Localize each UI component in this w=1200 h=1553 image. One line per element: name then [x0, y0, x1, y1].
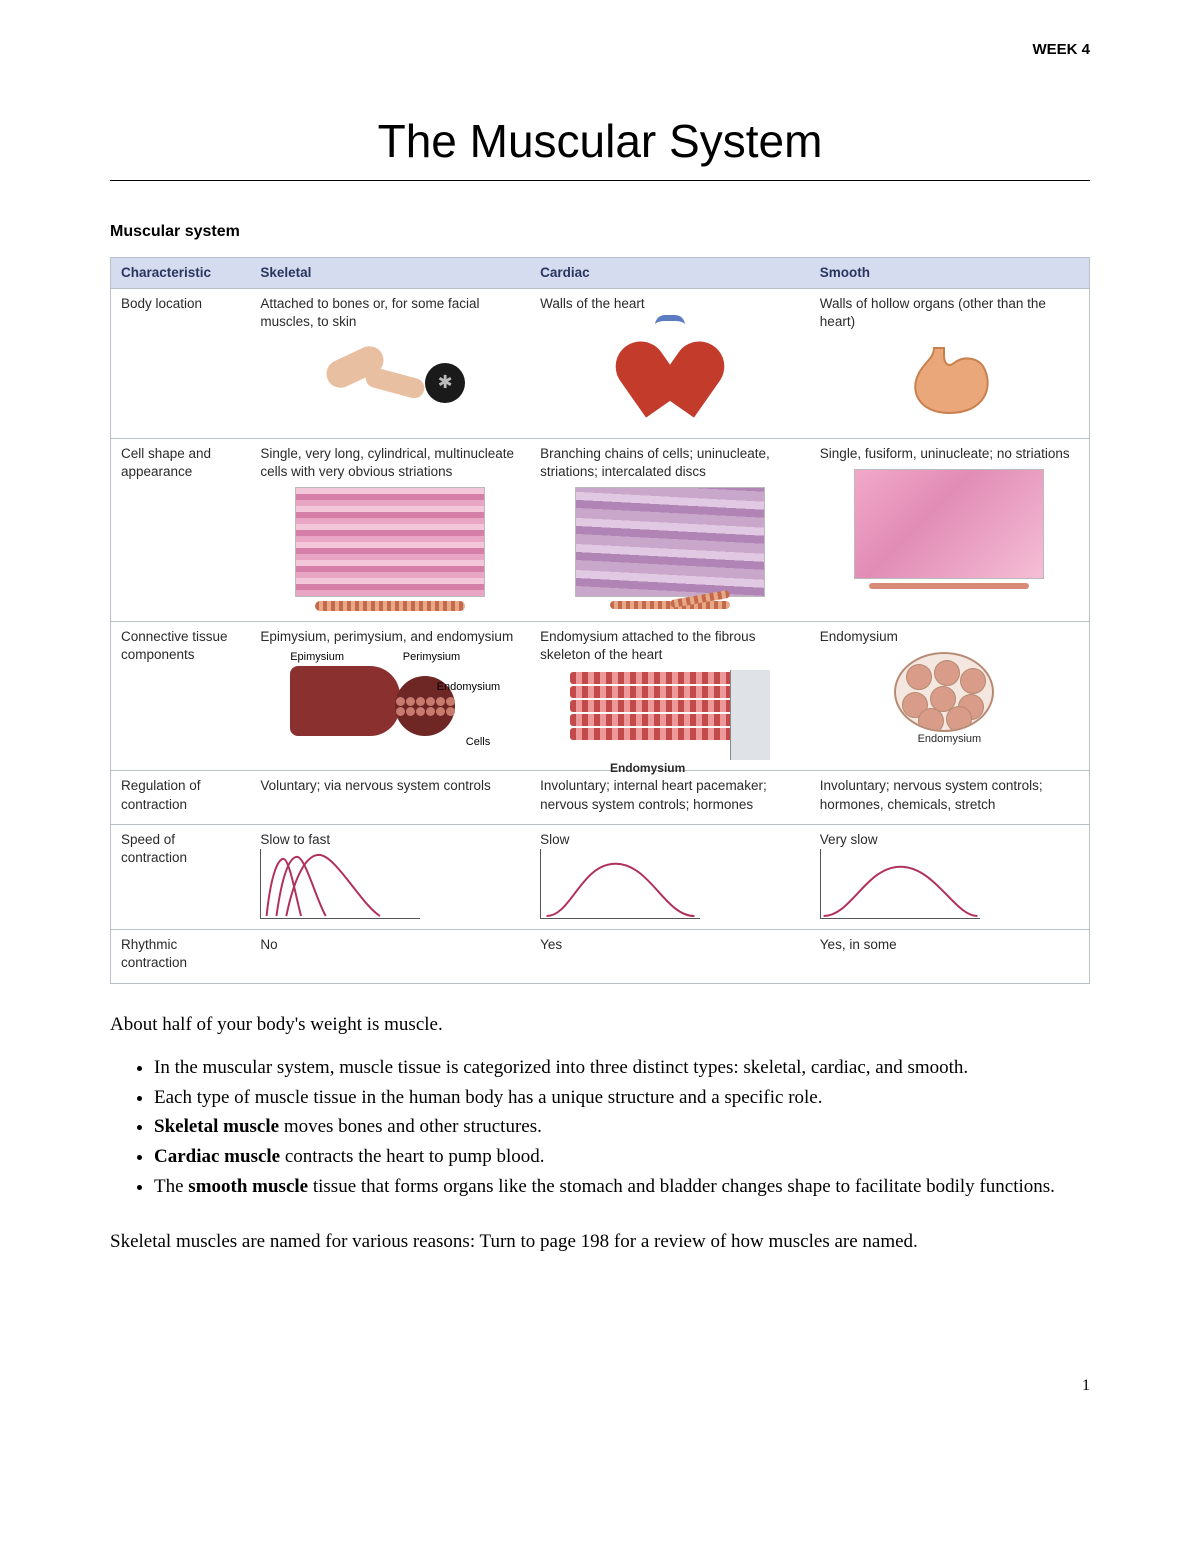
- smooth-speed-curve: [820, 849, 980, 919]
- muscle-comparison-table: Characteristic Skeletal Cardiac Smooth B…: [110, 257, 1090, 984]
- label-perimysium: Perimysium: [403, 650, 460, 665]
- list-item: In the muscular system, muscle tissue is…: [154, 1055, 1090, 1081]
- row-connective: Connective tissue components Epimysium, …: [111, 622, 1090, 771]
- cell-smooth-connective: Endomysium Endomysium: [810, 622, 1090, 771]
- col-characteristic: Characteristic: [111, 257, 251, 288]
- label-endomysium-sk: Endomysium: [437, 680, 501, 695]
- text-cardiac-speed: Slow: [540, 831, 800, 849]
- bullet-pre: The: [154, 1176, 188, 1197]
- bullet-post: tissue that forms organs like the stomac…: [308, 1176, 1055, 1197]
- text-skeletal-speed: Slow to fast: [260, 831, 520, 849]
- cell-cardiac-connective: Endomysium attached to the fibrous skele…: [530, 622, 810, 771]
- bullet-post: moves bones and other structures.: [279, 1116, 542, 1137]
- bullet-text: Each type of muscle tissue in the human …: [154, 1087, 823, 1108]
- page-title: The Muscular System: [110, 110, 1090, 181]
- heart-icon: [625, 319, 715, 409]
- bullet-bold: Skeletal muscle: [154, 1116, 279, 1137]
- rowhead-speed: Speed of contraction: [111, 824, 251, 929]
- cell-skeletal-shape: Single, very long, cylindrical, multinuc…: [250, 438, 530, 621]
- smooth-tissue-icon: [854, 469, 1044, 579]
- label-endomysium-sm: Endomysium: [894, 732, 1004, 747]
- stomach-icon: [894, 343, 1004, 423]
- label-endomysium-cd: Endomysium: [610, 760, 685, 776]
- week-header: WEEK 4: [110, 40, 1090, 60]
- cell-cardiac-location: Walls of the heart: [530, 289, 810, 438]
- section-heading: Muscular system: [110, 221, 1090, 243]
- cell-skeletal-speed: Slow to fast: [250, 824, 530, 929]
- label-epimysium: Epimysium: [290, 650, 344, 665]
- label-cells: Cells: [466, 735, 490, 750]
- cell-smooth-rhythmic: Yes, in some: [810, 930, 1090, 983]
- skeletal-connective-diagram: Epimysium Perimysium Endomysium Cells: [290, 652, 490, 736]
- intro-paragraph: About half of your body's weight is musc…: [110, 1012, 1090, 1038]
- cell-cardiac-shape: Branching chains of cells; uninucleate, …: [530, 438, 810, 621]
- cardiac-speed-curve: [540, 849, 700, 919]
- row-rhythmic: Rhythmic contraction No Yes Yes, in some: [111, 930, 1090, 983]
- cardiac-fiber-icon: [610, 601, 730, 609]
- row-cell-shape: Cell shape and appearance Single, very l…: [111, 438, 1090, 621]
- list-item: The smooth muscle tissue that forms orga…: [154, 1174, 1090, 1200]
- cell-skeletal-regulation: Voluntary; via nervous system controls: [250, 771, 530, 824]
- col-skeletal: Skeletal: [250, 257, 530, 288]
- text-skeletal-shape: Single, very long, cylindrical, multinuc…: [260, 445, 520, 481]
- rowhead-cell-shape: Cell shape and appearance: [111, 438, 251, 621]
- list-item: Cardiac muscle contracts the heart to pu…: [154, 1144, 1090, 1170]
- skeletal-tissue-icon: [295, 487, 485, 597]
- skeletal-speed-curve: [260, 849, 420, 919]
- rowhead-regulation: Regulation of contraction: [111, 771, 251, 824]
- cell-skeletal-location: Attached to bones or, for some facial mu…: [250, 289, 530, 438]
- rowhead-rhythmic: Rhythmic contraction: [111, 930, 251, 983]
- col-smooth: Smooth: [810, 257, 1090, 288]
- table-header-row: Characteristic Skeletal Cardiac Smooth: [111, 257, 1090, 288]
- row-body-location: Body location Attached to bones or, for …: [111, 289, 1090, 438]
- cell-skeletal-rhythmic: No: [250, 930, 530, 983]
- text-smooth-speed: Very slow: [820, 831, 1079, 849]
- smooth-connective-diagram: Endomysium: [894, 652, 1004, 742]
- row-speed: Speed of contraction Slow to fast Slow: [111, 824, 1090, 929]
- bullet-post: contracts the heart to pump blood.: [280, 1146, 544, 1167]
- arm-dumbbell-icon: ✱: [315, 343, 465, 423]
- cell-cardiac-speed: Slow: [530, 824, 810, 929]
- cardiac-tissue-icon: [575, 487, 765, 597]
- cell-skeletal-connective: Epimysium, perimysium, and endomysium Ep…: [250, 622, 530, 771]
- cell-smooth-speed: Very slow: [810, 824, 1090, 929]
- skeletal-fiber-icon: [315, 601, 465, 611]
- cell-smooth-location: Walls of hollow organs (other than the h…: [810, 289, 1090, 438]
- bullet-bold: Cardiac muscle: [154, 1146, 280, 1167]
- cardiac-connective-diagram: Endomysium: [570, 670, 770, 760]
- text-smooth-shape: Single, fusiform, uninucleate; no striat…: [820, 445, 1079, 463]
- text-skeletal-location: Attached to bones or, for some facial mu…: [260, 295, 520, 331]
- list-item: Each type of muscle tissue in the human …: [154, 1085, 1090, 1111]
- rowhead-body-location: Body location: [111, 289, 251, 438]
- row-regulation: Regulation of contraction Voluntary; via…: [111, 771, 1090, 824]
- bullet-list: In the muscular system, muscle tissue is…: [154, 1055, 1090, 1199]
- bullet-text: In the muscular system, muscle tissue is…: [154, 1057, 968, 1078]
- text-cardiac-location: Walls of the heart: [540, 295, 800, 313]
- bullet-bold: smooth muscle: [188, 1176, 308, 1197]
- text-smooth-connective: Endomysium: [820, 628, 1079, 646]
- page-number: 1: [110, 1375, 1090, 1397]
- text-cardiac-shape: Branching chains of cells; uninucleate, …: [540, 445, 800, 481]
- text-smooth-location: Walls of hollow organs (other than the h…: [820, 295, 1079, 331]
- text-skeletal-connective: Epimysium, perimysium, and endomysium: [260, 628, 520, 646]
- cell-smooth-shape: Single, fusiform, uninucleate; no striat…: [810, 438, 1090, 621]
- closing-paragraph: Skeletal muscles are named for various r…: [110, 1229, 1090, 1255]
- list-item: Skeletal muscle moves bones and other st…: [154, 1114, 1090, 1140]
- col-cardiac: Cardiac: [530, 257, 810, 288]
- cell-smooth-regulation: Involuntary; nervous system controls; ho…: [810, 771, 1090, 824]
- text-cardiac-connective: Endomysium attached to the fibrous skele…: [540, 628, 800, 664]
- cell-cardiac-rhythmic: Yes: [530, 930, 810, 983]
- cell-cardiac-regulation: Involuntary; internal heart pacemaker; n…: [530, 771, 810, 824]
- smooth-fiber-icon: [869, 583, 1029, 589]
- rowhead-connective: Connective tissue components: [111, 622, 251, 771]
